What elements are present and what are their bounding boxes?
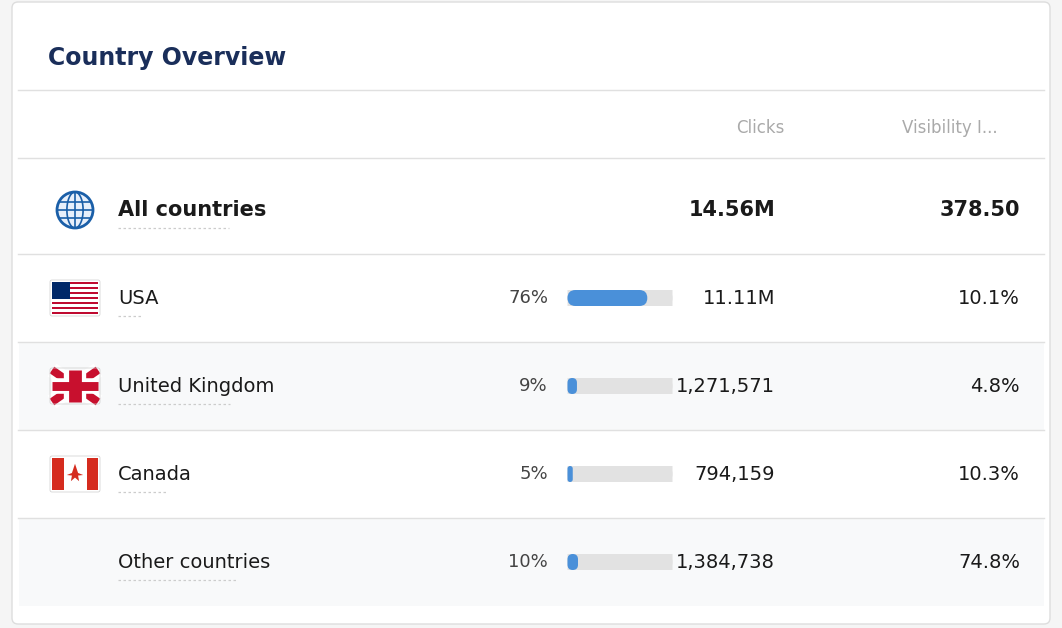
Text: Country Overview: Country Overview: [48, 46, 287, 70]
Text: Other countries: Other countries: [118, 553, 270, 571]
Bar: [52, 297, 98, 299]
Text: Canada: Canada: [118, 465, 192, 484]
Bar: [52, 292, 98, 295]
Text: 76%: 76%: [508, 289, 548, 307]
Bar: [52, 370, 98, 402]
FancyBboxPatch shape: [50, 280, 100, 316]
Bar: [52, 458, 64, 490]
Text: 5%: 5%: [519, 465, 548, 483]
FancyBboxPatch shape: [567, 466, 572, 482]
Bar: [52, 309, 98, 311]
Text: Clicks: Clicks: [736, 119, 784, 137]
Text: All countries: All countries: [118, 200, 267, 220]
Bar: [52, 306, 98, 309]
FancyBboxPatch shape: [567, 378, 672, 394]
Bar: [52, 311, 98, 314]
Text: 10%: 10%: [509, 553, 548, 571]
Text: 9%: 9%: [519, 377, 548, 395]
FancyBboxPatch shape: [567, 290, 672, 306]
FancyBboxPatch shape: [567, 554, 578, 570]
Bar: [86, 458, 98, 490]
FancyBboxPatch shape: [567, 554, 672, 570]
FancyBboxPatch shape: [567, 290, 672, 306]
Text: 1,384,738: 1,384,738: [676, 553, 775, 571]
Text: 4.8%: 4.8%: [971, 377, 1020, 396]
Bar: [52, 282, 98, 284]
Bar: [52, 304, 98, 306]
Text: USA: USA: [118, 288, 158, 308]
Text: 74.8%: 74.8%: [958, 553, 1020, 571]
Bar: [52, 301, 98, 304]
Text: 10.1%: 10.1%: [958, 288, 1020, 308]
Bar: [52, 282, 70, 299]
Text: 14.56M: 14.56M: [688, 200, 775, 220]
Circle shape: [57, 192, 93, 228]
Text: 11.11M: 11.11M: [702, 288, 775, 308]
FancyBboxPatch shape: [567, 554, 672, 570]
Bar: [52, 458, 98, 490]
FancyBboxPatch shape: [567, 290, 648, 306]
Bar: [52, 290, 98, 292]
Bar: [52, 287, 98, 290]
FancyBboxPatch shape: [567, 378, 577, 394]
FancyBboxPatch shape: [12, 2, 1050, 624]
Bar: [52, 284, 98, 287]
Polygon shape: [67, 463, 83, 481]
Text: 378.50: 378.50: [940, 200, 1020, 220]
FancyBboxPatch shape: [567, 466, 672, 482]
Text: United Kingdom: United Kingdom: [118, 377, 274, 396]
Bar: [52, 295, 98, 297]
Text: 10.3%: 10.3%: [958, 465, 1020, 484]
FancyBboxPatch shape: [567, 466, 672, 482]
Bar: [19, 518, 1044, 606]
Text: 1,271,571: 1,271,571: [676, 377, 775, 396]
FancyBboxPatch shape: [567, 378, 672, 394]
Bar: [52, 299, 98, 301]
Bar: [19, 342, 1044, 430]
Text: Visibility I...: Visibility I...: [903, 119, 998, 137]
Text: 794,159: 794,159: [695, 465, 775, 484]
